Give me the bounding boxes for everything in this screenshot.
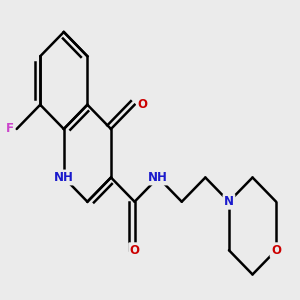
Text: O: O <box>137 98 147 111</box>
Text: N: N <box>224 195 234 208</box>
Text: O: O <box>271 244 281 257</box>
Text: O: O <box>130 244 140 257</box>
Text: NH: NH <box>148 171 168 184</box>
Text: NH: NH <box>54 171 74 184</box>
Text: F: F <box>6 122 14 136</box>
